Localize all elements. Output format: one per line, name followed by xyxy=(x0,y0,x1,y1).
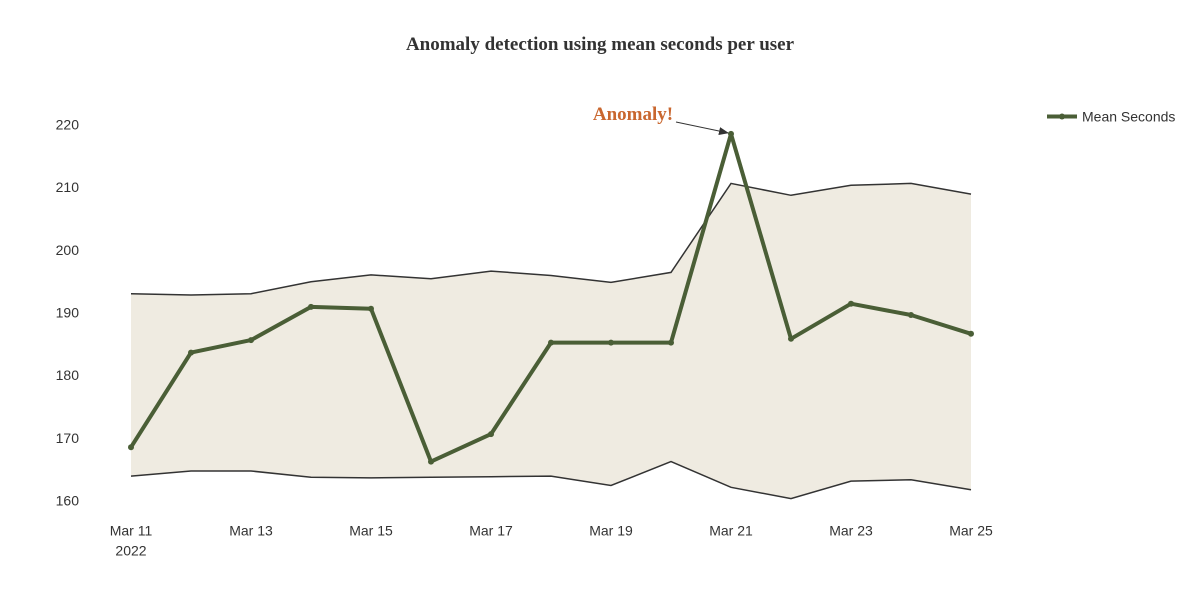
x-tick-label: Mar 25 xyxy=(949,523,993,539)
x-tick-label: Mar 19 xyxy=(589,523,633,539)
x-tick-label: Mar 13 xyxy=(229,523,273,539)
x-tick-label: Mar 11 xyxy=(110,523,153,539)
x-tick-label: Mar 15 xyxy=(349,523,393,539)
data-point[interactable] xyxy=(128,444,134,451)
y-tick-label: 210 xyxy=(56,179,80,195)
legend[interactable]: Mean Seconds xyxy=(1047,109,1175,125)
y-tick-label: 180 xyxy=(56,367,80,383)
y-tick-label: 190 xyxy=(56,305,80,321)
lower-bound-line xyxy=(130,460,972,500)
x-axis-tick-labels: Mar 11 2022 Mar 13 Mar 15 Mar 17 Mar 19 Mar 21… xyxy=(110,523,993,559)
x-tick-label: Mar 23 xyxy=(829,523,873,539)
data-point[interactable] xyxy=(608,339,614,346)
bound-lines xyxy=(130,182,972,500)
y-tick-label: 220 xyxy=(56,117,80,133)
data-point[interactable] xyxy=(428,458,434,465)
x-tick-sublabel: 2022 xyxy=(115,543,146,559)
annotation-label: Anomaly! xyxy=(593,104,673,125)
data-point[interactable] xyxy=(368,305,374,312)
y-tick-label: 200 xyxy=(56,242,80,258)
y-axis-tick-labels: 160 170 180 190 200 210 220 xyxy=(56,117,80,509)
y-tick-label: 160 xyxy=(56,493,80,509)
data-point[interactable] xyxy=(488,431,494,438)
data-point[interactable] xyxy=(728,130,734,137)
y-tick-label: 170 xyxy=(56,430,80,446)
data-point[interactable] xyxy=(788,335,794,342)
legend-label-mean-seconds: Mean Seconds xyxy=(1082,109,1175,125)
legend-swatch-marker xyxy=(1059,113,1065,120)
x-tick-label: Mar 21 xyxy=(709,523,753,539)
data-point[interactable] xyxy=(968,330,974,337)
data-point[interactable] xyxy=(248,337,254,344)
anomaly-annotation: Anomaly! xyxy=(593,104,729,135)
data-point[interactable] xyxy=(668,339,674,346)
mean-seconds-series[interactable] xyxy=(128,130,974,465)
data-point[interactable] xyxy=(908,312,914,318)
x-tick-label: Mar 17 xyxy=(469,523,513,539)
data-point[interactable] xyxy=(308,303,314,310)
data-point[interactable] xyxy=(548,339,554,346)
data-point[interactable] xyxy=(188,349,194,356)
upper-bound-line xyxy=(130,182,972,296)
data-point[interactable] xyxy=(848,300,854,307)
annotation-arrow xyxy=(675,121,729,135)
chart-title: Anomaly detection using mean seconds per… xyxy=(406,34,795,55)
